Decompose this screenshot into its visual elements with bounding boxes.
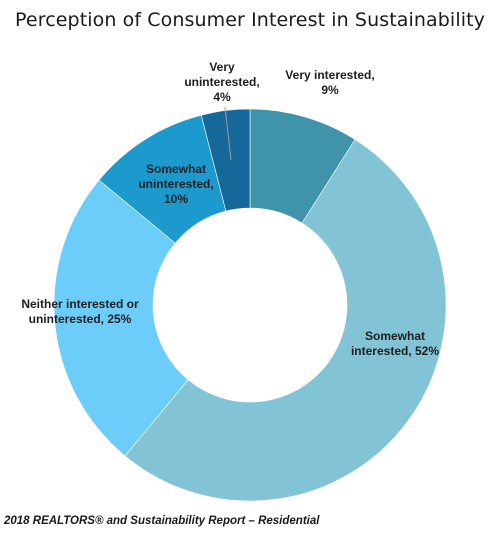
leader-line	[224, 106, 232, 161]
source-footer: 2018 REALTORS® and Sustainability Report…	[4, 515, 320, 527]
slice-label-2: Somewhat interested, 52%	[351, 329, 439, 358]
slice-label-3: Neither interested or uninterested, 25%	[21, 297, 139, 326]
slice-label-5: Very uninterested, 4%	[184, 60, 259, 104]
slice-3	[53, 179, 189, 457]
slice-label-4: Somewhat uninterested, 10%	[138, 162, 213, 206]
chart-title: Perception of Consumer Interest in Susta…	[15, 9, 485, 31]
slice-2	[124, 139, 447, 502]
slice-5	[200, 108, 251, 212]
slice-label-1: Very interested, 9%	[285, 68, 374, 97]
